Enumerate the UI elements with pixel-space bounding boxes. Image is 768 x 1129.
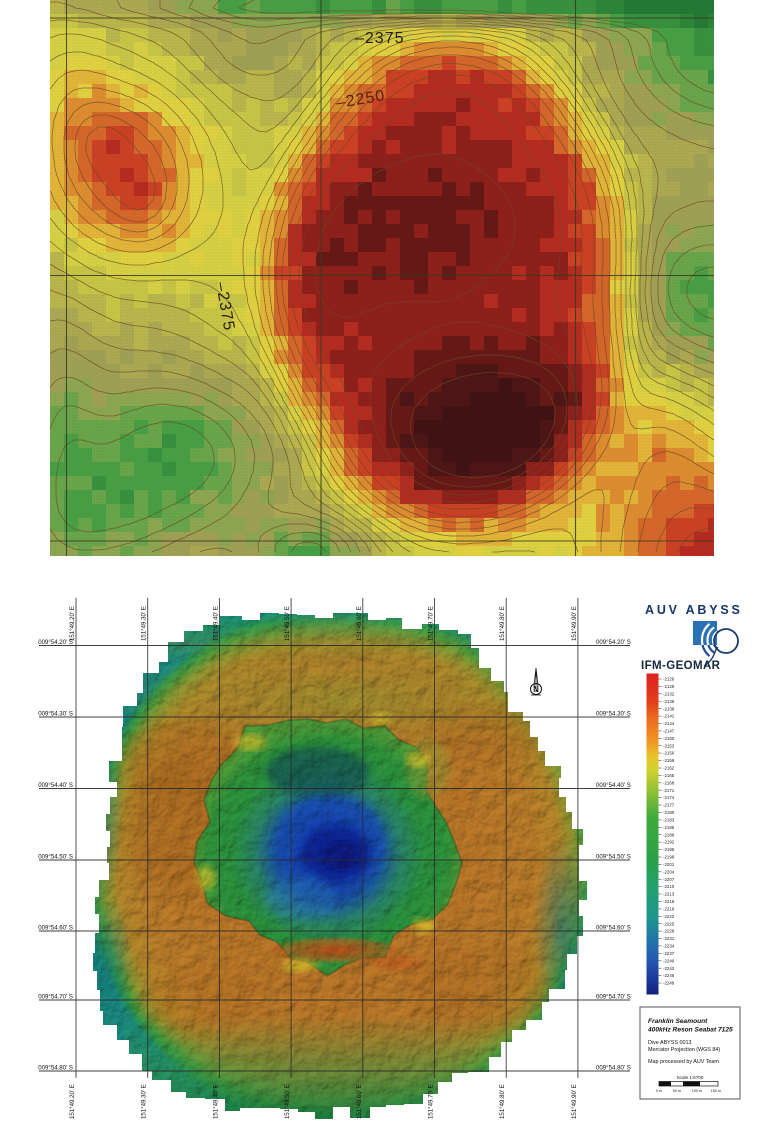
- svg-text:-2219: -2219: [663, 907, 675, 912]
- svg-text:-2162: -2162: [663, 766, 675, 771]
- svg-text:009°54.80' S: 009°54.80' S: [596, 1065, 631, 1072]
- svg-text:Franklin Seamount: Franklin Seamount: [648, 1018, 708, 1025]
- svg-text:-2141: -2141: [663, 714, 675, 719]
- svg-text:-2189: -2189: [663, 832, 675, 837]
- svg-text:50 m: 50 m: [673, 1089, 681, 1093]
- svg-text:400kHz Reson Seabat 7125: 400kHz Reson Seabat 7125: [647, 1027, 733, 1034]
- svg-text:-2201: -2201: [663, 862, 675, 867]
- svg-text:-2192: -2192: [663, 840, 675, 845]
- svg-text:151°49.70' E: 151°49.70' E: [428, 1084, 435, 1119]
- svg-text:IFM-GEOMAR: IFM-GEOMAR: [641, 660, 721, 672]
- svg-text:-2222: -2222: [663, 914, 675, 919]
- svg-text:-2177: -2177: [663, 803, 675, 808]
- svg-text:-2198: -2198: [663, 855, 675, 860]
- svg-text:-2204: -2204: [663, 869, 675, 874]
- svg-text:009°54.40' S: 009°54.40' S: [596, 782, 631, 789]
- svg-text:-2216: -2216: [663, 899, 675, 904]
- svg-text:150 m: 150 m: [711, 1089, 722, 1093]
- svg-text:151°49.30' E: 151°49.30' E: [141, 606, 148, 641]
- svg-text:-2156: -2156: [663, 751, 675, 756]
- svg-text:-2195: -2195: [663, 847, 675, 852]
- svg-text:151°49.40' E: 151°49.40' E: [212, 1084, 219, 1119]
- svg-text:–2375: –2375: [355, 30, 405, 47]
- svg-text:009°54.20' S: 009°54.20' S: [596, 639, 631, 646]
- svg-text:100 m: 100 m: [692, 1089, 703, 1093]
- svg-text:-2168: -2168: [663, 780, 675, 785]
- svg-text:-2183: -2183: [663, 818, 675, 823]
- svg-text:-2225: -2225: [663, 921, 675, 926]
- svg-text:151°49.20' E: 151°49.20' E: [69, 606, 76, 641]
- svg-text:-2249: -2249: [663, 981, 675, 986]
- svg-text:151°49.90' E: 151°49.90' E: [571, 1084, 578, 1119]
- svg-text:-2153: -2153: [663, 743, 675, 748]
- svg-text:AUV ABYSS: AUV ABYSS: [645, 603, 743, 617]
- svg-text:009°54.50' S: 009°54.50' S: [38, 854, 73, 861]
- svg-text:Scale 1:6700: Scale 1:6700: [677, 1075, 704, 1080]
- svg-text:-2129: -2129: [663, 684, 675, 689]
- svg-text:009°54.20' S: 009°54.20' S: [38, 639, 73, 646]
- svg-text:-2237: -2237: [663, 951, 675, 956]
- svg-text:009°54.60' S: 009°54.60' S: [38, 925, 73, 932]
- svg-text:-2186: -2186: [663, 825, 675, 830]
- svg-text:-2132: -2132: [663, 691, 675, 696]
- svg-text:-2246: -2246: [663, 973, 675, 978]
- svg-text:-2228: -2228: [663, 929, 675, 934]
- svg-text:009°54.40' S: 009°54.40' S: [38, 782, 73, 789]
- svg-text:-2171: -2171: [663, 788, 675, 793]
- svg-text:151°49.90' E: 151°49.90' E: [571, 606, 578, 641]
- svg-text:-2135: -2135: [663, 699, 675, 704]
- svg-text:-2165: -2165: [663, 773, 675, 778]
- svg-text:151°49.20' E: 151°49.20' E: [69, 1084, 76, 1119]
- svg-text:-2159: -2159: [663, 758, 675, 763]
- svg-text:009°54.50' S: 009°54.50' S: [596, 854, 631, 861]
- svg-text:Mercator Projection (WGS 84): Mercator Projection (WGS 84): [648, 1047, 720, 1053]
- svg-text:-2243: -2243: [663, 966, 675, 971]
- svg-text:-2234: -2234: [663, 944, 675, 949]
- svg-text:-2144: -2144: [663, 721, 675, 726]
- svg-text:N: N: [533, 685, 539, 694]
- svg-text:151°49.50' E: 151°49.50' E: [284, 1084, 291, 1119]
- svg-text:-2213: -2213: [663, 892, 675, 897]
- svg-text:-2180: -2180: [663, 810, 675, 815]
- svg-text:151°49.60' E: 151°49.60' E: [356, 606, 363, 641]
- svg-text:151°49.70' E: 151°49.70' E: [428, 606, 435, 641]
- svg-text:151°49.30' E: 151°49.30' E: [141, 1084, 148, 1119]
- svg-text:-2240: -2240: [663, 958, 675, 963]
- svg-text:-2138: -2138: [663, 706, 675, 711]
- svg-text:Map processed by AUV Team: Map processed by AUV Team: [648, 1059, 719, 1065]
- svg-text:151°49.40' E: 151°49.40' E: [212, 606, 219, 641]
- svg-text:009°54.80' S: 009°54.80' S: [38, 1065, 73, 1072]
- svg-text:-2210: -2210: [663, 884, 675, 889]
- svg-text:151°49.50' E: 151°49.50' E: [284, 606, 291, 641]
- svg-text:009°54.70' S: 009°54.70' S: [38, 994, 73, 1001]
- svg-text:009°54.30' S: 009°54.30' S: [596, 711, 631, 718]
- svg-text:-2147: -2147: [663, 729, 675, 734]
- svg-text:151°49.80' E: 151°49.80' E: [499, 1084, 506, 1119]
- svg-text:0 m: 0 m: [656, 1089, 662, 1093]
- svg-text:009°54.60' S: 009°54.60' S: [596, 925, 631, 932]
- svg-text:151°49.80' E: 151°49.80' E: [499, 606, 506, 641]
- svg-text:Dive ABYSS 0013: Dive ABYSS 0013: [648, 1040, 691, 1046]
- svg-text:151°49.60' E: 151°49.60' E: [356, 1084, 363, 1119]
- svg-text:-2150: -2150: [663, 736, 675, 741]
- svg-text:-2174: -2174: [663, 795, 675, 800]
- svg-text:-2207: -2207: [663, 877, 675, 882]
- svg-text:-2231: -2231: [663, 936, 675, 941]
- svg-text:-2126: -2126: [663, 677, 675, 682]
- svg-text:009°54.70' S: 009°54.70' S: [596, 994, 631, 1001]
- svg-text:009°54.30' S: 009°54.30' S: [38, 711, 73, 718]
